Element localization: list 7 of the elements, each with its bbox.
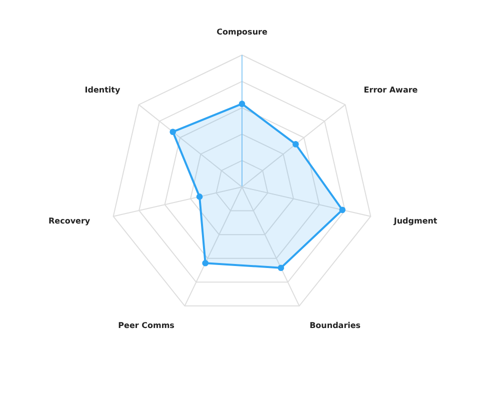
spoke-label: Composure <box>216 28 268 37</box>
spoke-label: Judgment <box>392 216 438 226</box>
spoke-label: Identity <box>84 86 121 95</box>
spoke-label: Boundaries <box>310 321 361 330</box>
spoke-label: Peer Comms <box>118 321 175 330</box>
spoke-label: Recovery <box>48 216 91 226</box>
spoke-label: Error Aware <box>364 86 418 95</box>
